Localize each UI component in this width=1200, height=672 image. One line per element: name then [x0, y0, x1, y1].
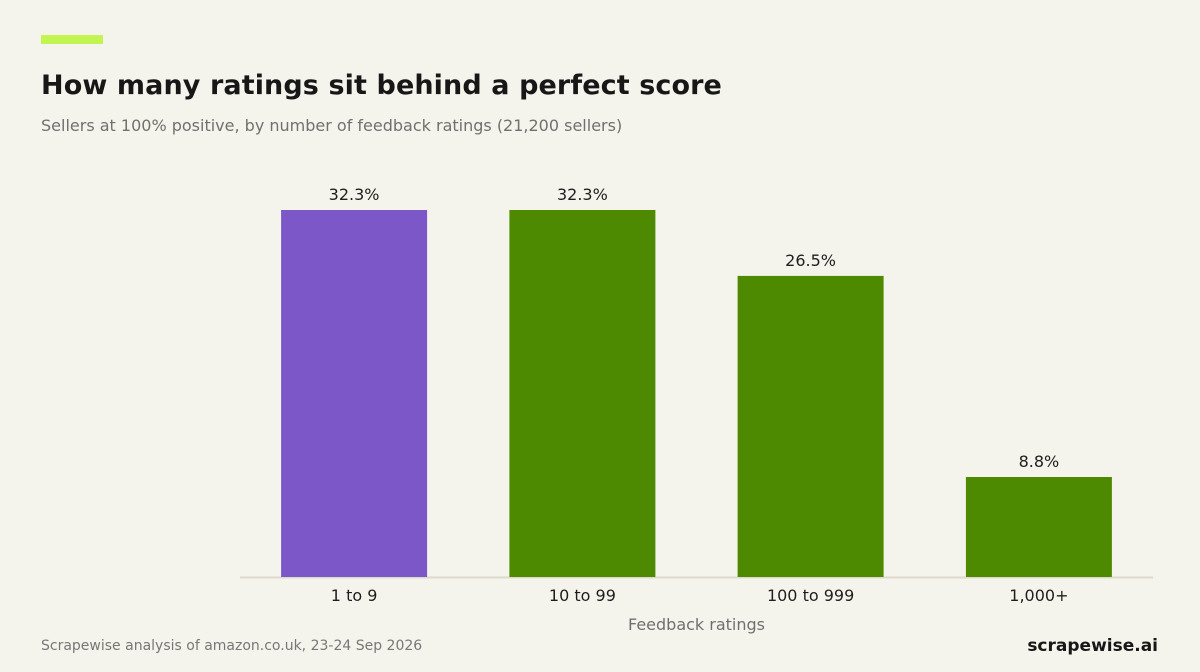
value-label-1: 32.3% — [557, 185, 608, 204]
value-label-2: 26.5% — [785, 251, 836, 270]
chart-subtitle: Sellers at 100% positive, by number of f… — [41, 116, 623, 135]
x-tick-labels-group: 1 to 9 10 to 99 100 to 999 1,000+ — [331, 586, 1069, 605]
chart-title: How many ratings sit behind a perfect sc… — [41, 70, 722, 101]
source-note: Scrapewise analysis of amazon.co.uk, 23-… — [41, 638, 423, 654]
accent-bar — [41, 35, 103, 44]
bars-group — [281, 210, 1112, 577]
value-label-0: 32.3% — [329, 185, 380, 204]
bar-0 — [281, 210, 428, 577]
bar-2 — [737, 275, 884, 577]
brand-logo: scrapewise.ai — [1027, 636, 1158, 656]
x-tick-label-3: 1,000+ — [1009, 586, 1068, 605]
value-label-3: 8.8% — [1019, 452, 1060, 471]
x-axis-title: Feedback ratings — [628, 615, 765, 634]
bar-3 — [965, 477, 1112, 577]
x-tick-label-0: 1 to 9 — [331, 586, 378, 605]
value-labels-group: 32.3% 32.3% 26.5% 8.8% — [329, 185, 1060, 471]
x-tick-label-1: 10 to 99 — [549, 586, 616, 605]
x-tick-label-2: 100 to 999 — [767, 586, 854, 605]
bar-1 — [509, 210, 656, 577]
